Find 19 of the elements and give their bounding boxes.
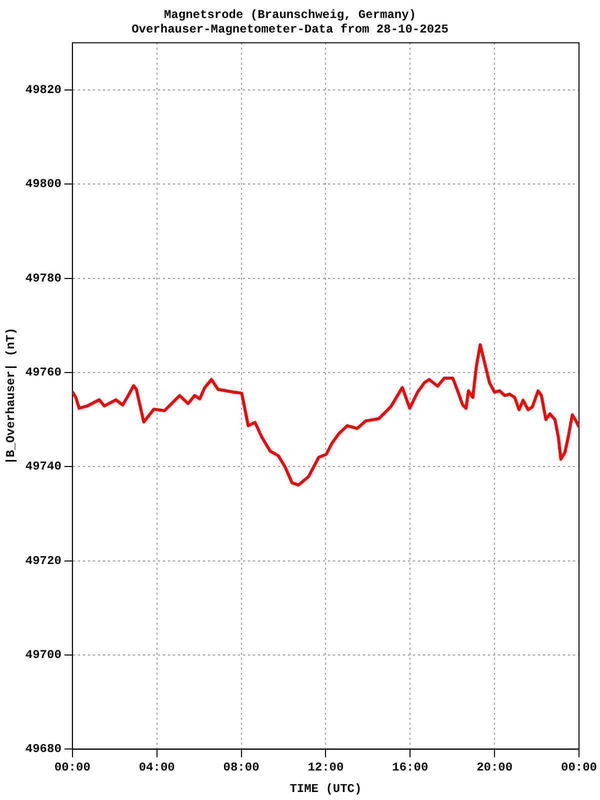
y-tick-label: 49680 <box>25 742 62 756</box>
x-tick-label: 16:00 <box>392 760 428 774</box>
y-tick-label: 49720 <box>25 554 62 568</box>
y-tick-label: 49820 <box>25 82 62 97</box>
chart-title: Magnetsrode (Braunschweig, Germany) <box>164 8 416 22</box>
x-tick-label: 20:00 <box>476 760 513 774</box>
y-axis-title: |B_Overhauser| (nT) <box>4 328 18 464</box>
y-tick-label: 49760 <box>25 365 62 380</box>
y-tick-label: 49700 <box>25 648 62 662</box>
x-tick-label: 12:00 <box>308 760 344 774</box>
x-tick-label: 00:00 <box>54 760 90 774</box>
y-tick-label: 49800 <box>25 177 62 192</box>
x-axis-title: TIME (UTC) <box>290 782 362 796</box>
y-tick-label: 49740 <box>25 460 62 474</box>
x-tick-label: 08:00 <box>223 760 260 774</box>
x-tick-label: 04:00 <box>138 760 175 774</box>
chart-subtitle: Overhauser-Magnetometer-Data from 28-10-2025 <box>132 22 448 37</box>
x-tick-label: 00:00 <box>560 760 598 774</box>
y-tick-label: 49780 <box>25 271 62 286</box>
